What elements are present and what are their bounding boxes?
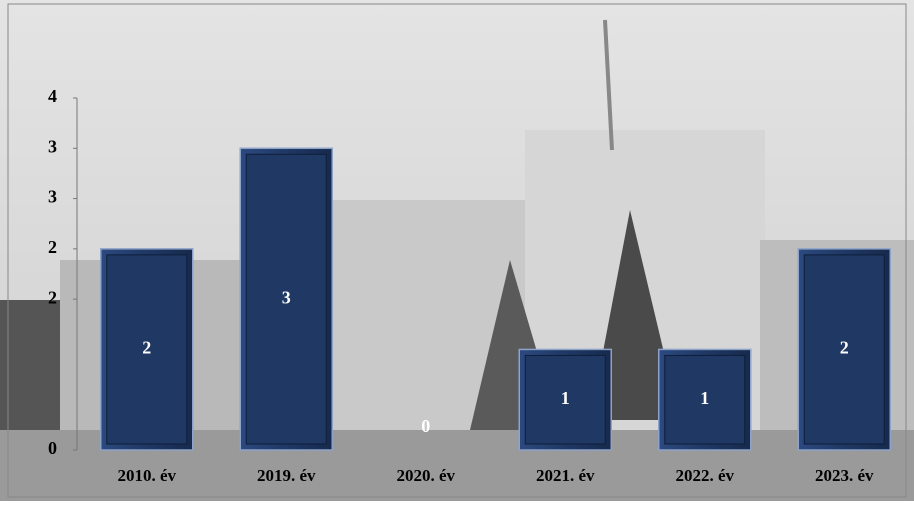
- x-tick-label: 2022. év: [675, 466, 734, 485]
- y-tick-label: 4: [48, 86, 57, 106]
- value-label: 0: [421, 416, 430, 436]
- bar-bevel: [803, 254, 885, 445]
- value-label: 2: [142, 338, 151, 358]
- y-tick-label: 2: [48, 237, 57, 257]
- y-tick-label: 0: [48, 438, 57, 458]
- x-tick-label: 2023. év: [815, 466, 874, 485]
- bar-bevel: [106, 254, 188, 445]
- value-label: 1: [700, 388, 709, 408]
- x-tick-label: 2010. év: [117, 466, 176, 485]
- bar-bevel: [245, 153, 327, 445]
- frame: [7, 3, 907, 498]
- x-tick-label: 2019. év: [257, 466, 316, 485]
- value-label: 2: [840, 338, 849, 358]
- y-tick-label: 3: [48, 187, 57, 207]
- x-tick-label: 2021. év: [536, 466, 595, 485]
- bar-bevel: [524, 354, 606, 445]
- bar-bevel: [664, 354, 746, 445]
- x-tick-label: 2020. év: [396, 466, 455, 485]
- value-label: 1: [561, 388, 570, 408]
- y-tick-label: 2: [48, 287, 57, 307]
- y-tick-label: 3: [48, 136, 57, 156]
- value-label: 3: [282, 287, 291, 307]
